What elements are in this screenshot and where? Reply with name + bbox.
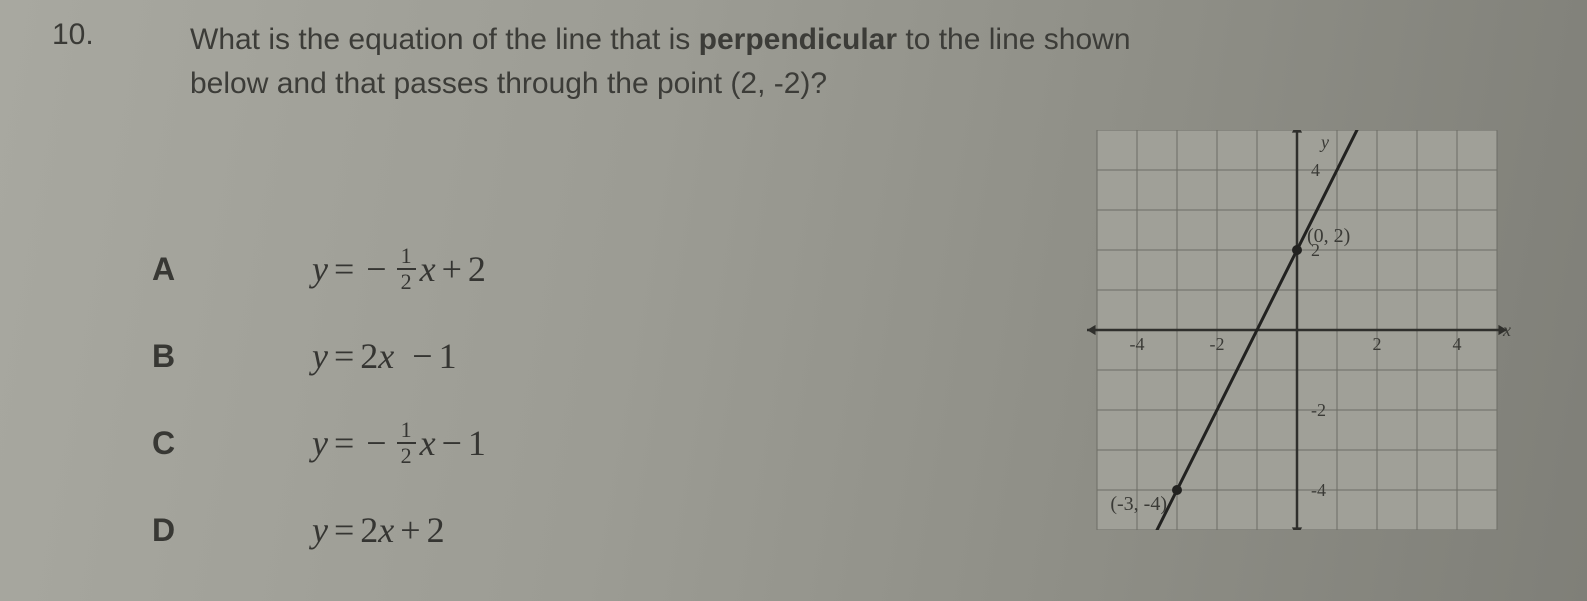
frac-den: 2 bbox=[401, 444, 412, 467]
const: 1 bbox=[439, 335, 457, 377]
fraction: 1 2 bbox=[397, 419, 416, 467]
choice-equation-B: y = 2x − 1 bbox=[312, 335, 457, 377]
question-text-prefix: What is the equation of the line that is bbox=[190, 23, 699, 56]
svg-text:4: 4 bbox=[1311, 160, 1320, 180]
eq-sign: = bbox=[334, 422, 354, 464]
choice-D: D y = 2x + 2 bbox=[152, 509, 832, 551]
graph-container: -4-224-4-224yx(0, 2)(-3, -4) bbox=[1077, 130, 1517, 530]
choice-letter-A: A bbox=[152, 251, 312, 288]
var-y: y bbox=[312, 422, 328, 464]
svg-text:-2: -2 bbox=[1210, 334, 1225, 354]
question-suffix: ? bbox=[810, 67, 827, 100]
choice-equation-D: y = 2x + 2 bbox=[312, 509, 445, 551]
question-number: 10. bbox=[52, 18, 94, 52]
svg-text:y: y bbox=[1319, 132, 1329, 152]
const: 1 bbox=[468, 422, 486, 464]
frac-num: 1 bbox=[397, 245, 416, 270]
page: 10. What is the equation of the line tha… bbox=[0, 0, 1587, 601]
var-y: y bbox=[312, 509, 328, 551]
op-plus: + bbox=[400, 509, 420, 551]
choice-B: B y = 2x − 1 bbox=[152, 335, 832, 377]
choices-block: A y = − 1 2 x + 2 B y = 2x − 1 bbox=[152, 245, 832, 551]
svg-text:4: 4 bbox=[1453, 334, 1462, 354]
svg-text:x: x bbox=[1502, 320, 1511, 340]
choice-letter-B: B bbox=[152, 338, 312, 375]
svg-text:(0, 2): (0, 2) bbox=[1307, 225, 1350, 247]
eq-sign: = bbox=[334, 509, 354, 551]
neg-sign: − bbox=[366, 422, 386, 464]
svg-text:2: 2 bbox=[1373, 334, 1382, 354]
op-minus: − bbox=[442, 422, 462, 464]
const: 2 bbox=[427, 509, 445, 551]
svg-text:(-3, -4): (-3, -4) bbox=[1110, 493, 1167, 515]
frac-den: 2 bbox=[401, 270, 412, 293]
neg-sign: − bbox=[366, 248, 386, 290]
var-x: x bbox=[378, 509, 394, 551]
choice-A: A y = − 1 2 x + 2 bbox=[152, 245, 832, 293]
choice-letter-D: D bbox=[152, 512, 312, 549]
op-minus: − bbox=[412, 335, 432, 377]
choice-equation-A: y = − 1 2 x + 2 bbox=[312, 245, 486, 293]
choice-equation-C: y = − 1 2 x − 1 bbox=[312, 419, 486, 467]
var-x: x bbox=[420, 248, 436, 290]
question-point: (2, -2) bbox=[730, 67, 810, 100]
choice-letter-C: C bbox=[152, 425, 312, 462]
var-y: y bbox=[312, 335, 328, 377]
frac-num: 1 bbox=[397, 419, 416, 444]
svg-text:-4: -4 bbox=[1130, 334, 1145, 354]
coef: 2 bbox=[360, 509, 378, 551]
svg-text:-4: -4 bbox=[1311, 480, 1326, 500]
op-plus: + bbox=[442, 248, 462, 290]
coef: 2 bbox=[360, 335, 378, 377]
graph-svg: -4-224-4-224yx(0, 2)(-3, -4) bbox=[1077, 130, 1517, 530]
fraction: 1 2 bbox=[397, 245, 416, 293]
choice-C: C y = − 1 2 x − 1 bbox=[152, 419, 832, 467]
var-x: x bbox=[378, 335, 394, 377]
const: 2 bbox=[468, 248, 486, 290]
question-text: What is the equation of the line that is… bbox=[190, 18, 1190, 105]
var-x: x bbox=[420, 422, 436, 464]
question-bold: perpendicular bbox=[699, 23, 897, 56]
var-y: y bbox=[312, 248, 328, 290]
eq-sign: = bbox=[334, 335, 354, 377]
eq-sign: = bbox=[334, 248, 354, 290]
svg-text:-2: -2 bbox=[1311, 400, 1326, 420]
